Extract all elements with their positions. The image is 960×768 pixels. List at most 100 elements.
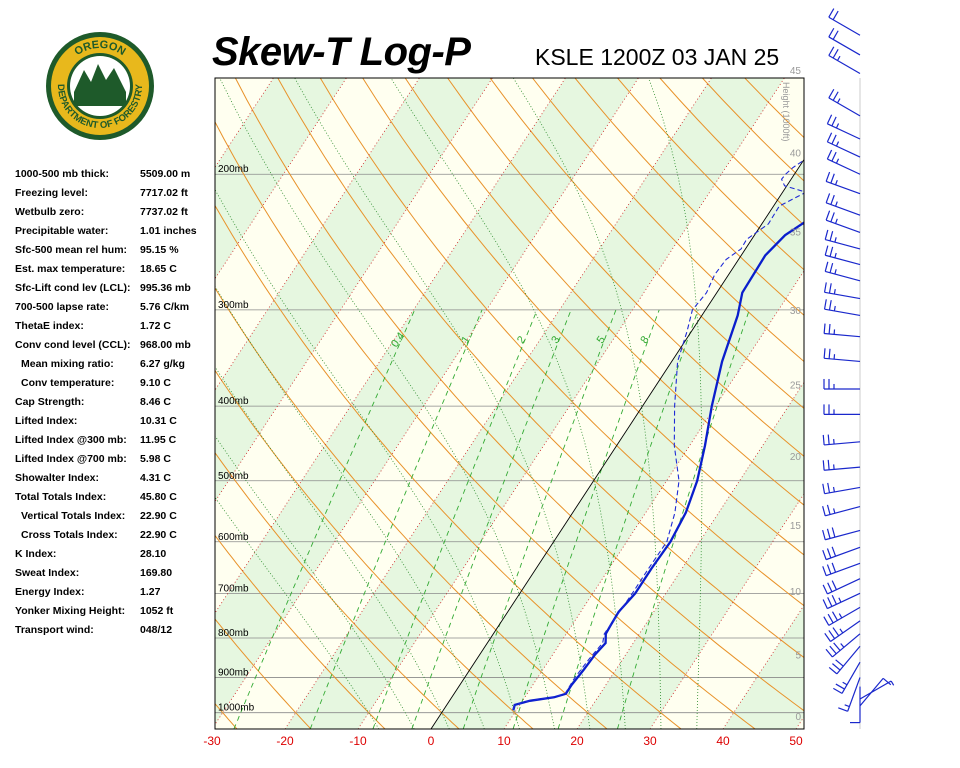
wind-barb bbox=[822, 527, 861, 541]
stat-value: 7737.02 ft bbox=[140, 206, 188, 218]
barb-half-flag bbox=[835, 141, 840, 147]
barb-flag bbox=[828, 27, 835, 38]
mixing-ratio-label: 3 bbox=[549, 334, 562, 346]
barb-shaft bbox=[841, 661, 861, 694]
dry-adiabat bbox=[489, 78, 804, 410]
height-tick-label: 0 bbox=[795, 712, 801, 723]
barb-half-flag bbox=[834, 269, 837, 275]
barb-flag bbox=[828, 88, 835, 99]
stat-value: 1052 ft bbox=[140, 605, 174, 617]
mixing-ratio-line bbox=[309, 309, 483, 729]
barb-half-flag bbox=[835, 158, 840, 164]
wind-barb bbox=[828, 46, 861, 75]
barb-flag bbox=[832, 10, 839, 21]
moist-adiabat bbox=[215, 366, 450, 729]
x-tick-label: 10 bbox=[497, 734, 511, 748]
wind-barb bbox=[822, 434, 861, 446]
stat-label: Mean mixing ratio: bbox=[21, 358, 114, 370]
wind-barb bbox=[823, 404, 860, 415]
dry-adiabat bbox=[234, 78, 804, 712]
station-datetime: KSLE 1200Z 03 JAN 25 bbox=[535, 44, 780, 70]
barb-shaft bbox=[828, 16, 861, 36]
barb-flag bbox=[822, 584, 828, 595]
dry-adiabat bbox=[215, 369, 534, 729]
x-tick-label: -20 bbox=[276, 734, 294, 748]
barb-flag bbox=[833, 687, 843, 694]
dry-adiabat bbox=[447, 78, 804, 457]
barb-flag bbox=[822, 529, 826, 540]
chart-title: Skew-T Log-P bbox=[212, 30, 471, 74]
dry-adiabat bbox=[215, 120, 756, 729]
stat-label: Sfc-Lift cond lev (LCL): bbox=[15, 282, 131, 294]
barb-flag bbox=[829, 645, 837, 655]
wind-barb bbox=[822, 546, 861, 561]
wind-barb bbox=[828, 88, 861, 117]
wind-barb bbox=[859, 680, 895, 700]
wind-barb bbox=[824, 620, 861, 643]
wind-barb bbox=[828, 645, 861, 675]
stat-label: Yonker Mixing Height: bbox=[15, 605, 126, 617]
isotherm bbox=[0, 78, 127, 729]
stat-value: 7717.02 ft bbox=[140, 187, 188, 199]
stat-label: Transport wind: bbox=[15, 624, 94, 636]
mixing-ratio-label: 5 bbox=[595, 334, 608, 346]
barb-flag bbox=[827, 434, 830, 445]
dry-adiabat bbox=[215, 618, 312, 729]
height-tick-label: 30 bbox=[790, 306, 802, 317]
mixing-ratio-label: 8 bbox=[638, 334, 651, 346]
height-tick-label: 25 bbox=[790, 380, 802, 391]
barb-half-flag bbox=[835, 179, 838, 186]
barb-flag bbox=[827, 613, 834, 624]
pressure-label: 1000mb bbox=[218, 703, 255, 714]
wind-barb bbox=[833, 661, 861, 694]
moist-adiabat bbox=[215, 285, 485, 729]
x-tick-label: 50 bbox=[789, 734, 803, 748]
mixing-ratio-label: 2 bbox=[515, 334, 528, 346]
barb-flag bbox=[828, 666, 838, 675]
barb-flag bbox=[827, 597, 833, 607]
barb-shaft bbox=[827, 158, 861, 175]
stat-label: Showalter Index: bbox=[15, 472, 100, 484]
moist-adiabat bbox=[648, 78, 703, 729]
barb-half-flag bbox=[840, 643, 845, 648]
x-tick-label: 0 bbox=[428, 734, 435, 748]
stat-value: 22.90 C bbox=[140, 529, 177, 541]
stat-value: 10.31 C bbox=[140, 415, 177, 427]
height-tick-label: 40 bbox=[790, 149, 802, 160]
isotherm-band bbox=[285, 78, 785, 729]
stat-label: Precipitable water: bbox=[15, 225, 109, 237]
wind-barb bbox=[822, 562, 861, 577]
logo-top-text: OREGON bbox=[72, 39, 127, 58]
barb-half-flag bbox=[842, 681, 848, 686]
barb-shaft bbox=[832, 633, 861, 658]
x-tick-label: 20 bbox=[570, 734, 584, 748]
stat-label: Cap Strength: bbox=[15, 396, 85, 408]
barb-shaft bbox=[824, 291, 861, 300]
wind-barb bbox=[822, 482, 861, 495]
pressure-label: 900mb bbox=[218, 667, 249, 678]
isotherm-band bbox=[577, 382, 804, 729]
stat-label: Energy Index: bbox=[15, 586, 85, 598]
barb-flag bbox=[822, 506, 826, 517]
stat-value: 995.36 mb bbox=[140, 282, 191, 294]
isotherm bbox=[503, 270, 804, 729]
isotherms bbox=[0, 78, 960, 729]
wind-barb bbox=[826, 149, 861, 175]
barb-flag bbox=[822, 460, 825, 471]
mixing-ratio-line bbox=[512, 309, 660, 729]
moist-adiabats bbox=[215, 78, 703, 729]
moist-adiabat bbox=[512, 78, 662, 729]
barb-shaft bbox=[828, 36, 861, 56]
barb-shaft bbox=[824, 466, 861, 471]
stat-value: 28.10 bbox=[140, 548, 167, 560]
isotherm bbox=[869, 78, 960, 729]
barb-flag bbox=[823, 282, 827, 293]
barb-shaft bbox=[824, 357, 861, 363]
wind-barb bbox=[859, 677, 892, 707]
barb-flag bbox=[824, 229, 829, 240]
barb-shaft bbox=[825, 180, 861, 195]
wind-barb bbox=[823, 323, 861, 338]
logo-ground bbox=[74, 92, 126, 106]
dry-adiabat bbox=[215, 534, 386, 729]
stat-label: Sfc-500 mean rel hum: bbox=[15, 244, 128, 256]
